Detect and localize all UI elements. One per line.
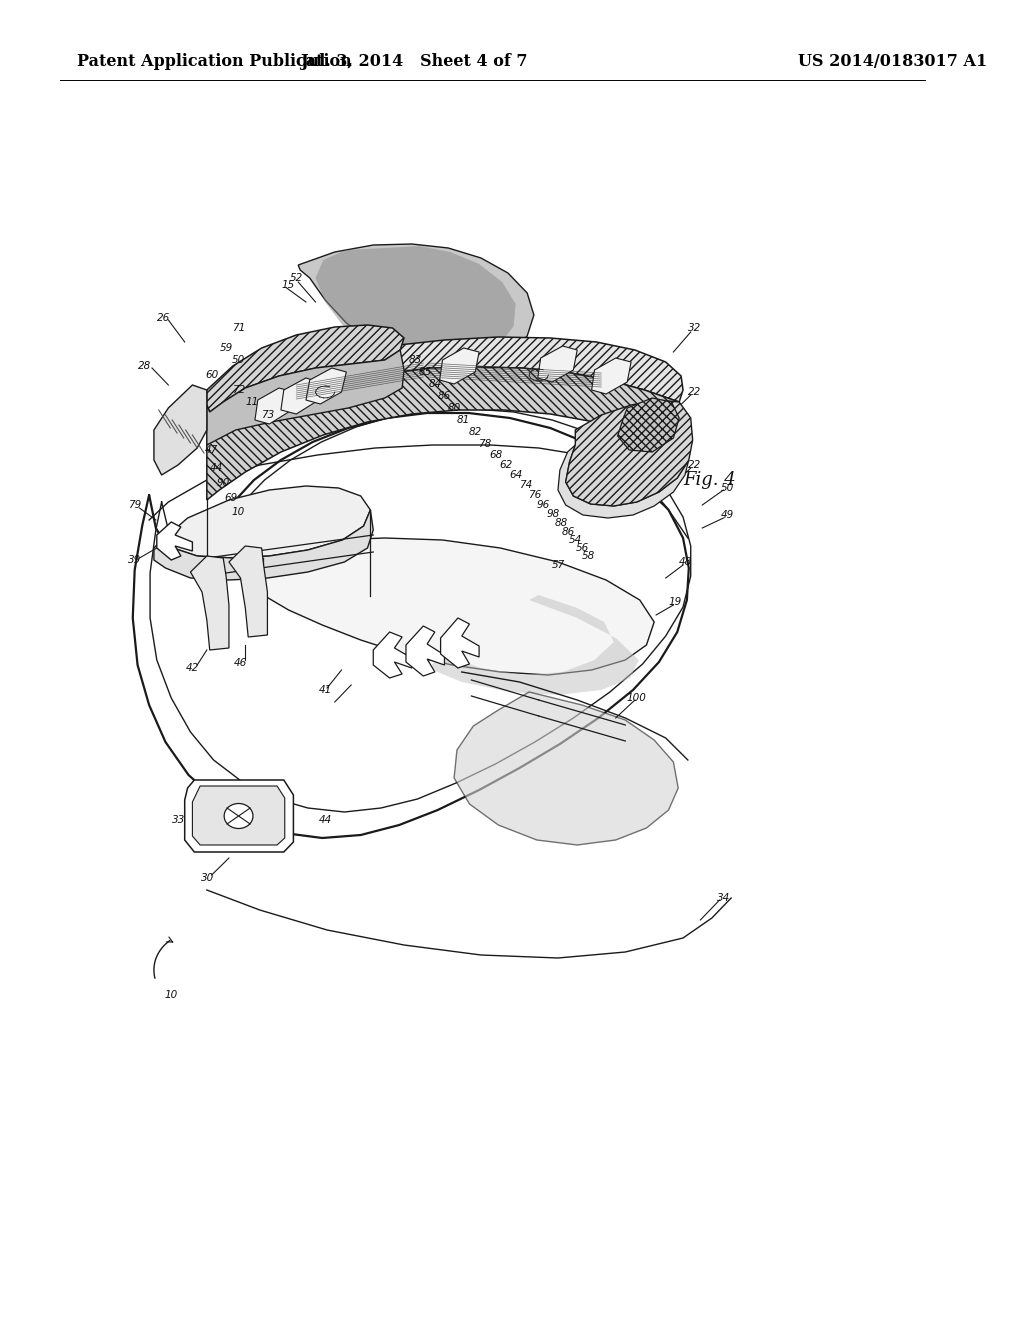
Polygon shape — [154, 385, 207, 475]
Text: 98: 98 — [547, 510, 560, 519]
Polygon shape — [255, 388, 294, 424]
Text: 86: 86 — [438, 391, 452, 401]
Text: 22: 22 — [688, 459, 701, 470]
Polygon shape — [157, 521, 193, 560]
Text: 100: 100 — [627, 693, 647, 704]
Polygon shape — [190, 556, 229, 649]
Text: 90: 90 — [216, 478, 229, 488]
Polygon shape — [154, 510, 374, 579]
Text: 49: 49 — [721, 510, 734, 520]
Polygon shape — [428, 595, 639, 696]
Polygon shape — [406, 626, 444, 676]
Text: 22: 22 — [688, 387, 701, 397]
Text: 85: 85 — [419, 367, 432, 378]
Text: 84: 84 — [428, 379, 441, 389]
Text: US 2014/0183017 A1: US 2014/0183017 A1 — [799, 54, 988, 70]
Text: 74: 74 — [518, 480, 531, 490]
Polygon shape — [207, 337, 683, 445]
Text: 57: 57 — [551, 560, 564, 570]
Text: 83: 83 — [409, 355, 422, 366]
Text: 59: 59 — [219, 343, 232, 352]
Polygon shape — [226, 539, 654, 675]
Polygon shape — [439, 348, 479, 384]
Text: 11: 11 — [246, 397, 259, 407]
Text: 33: 33 — [172, 814, 185, 825]
Text: 73: 73 — [261, 411, 274, 420]
Text: 68: 68 — [489, 450, 503, 459]
Text: 39: 39 — [128, 554, 141, 565]
Polygon shape — [207, 325, 404, 412]
Text: 82: 82 — [469, 426, 482, 437]
Text: 78: 78 — [478, 440, 492, 449]
Text: Patent Application Publication: Patent Application Publication — [77, 54, 351, 70]
Text: 19: 19 — [669, 597, 682, 607]
Text: 81: 81 — [457, 414, 470, 425]
Text: 44: 44 — [210, 463, 223, 473]
Text: 52: 52 — [290, 273, 303, 282]
Text: 58: 58 — [582, 550, 595, 561]
Polygon shape — [306, 368, 346, 404]
Text: 10: 10 — [232, 507, 245, 517]
Text: 34: 34 — [717, 894, 730, 903]
Text: 46: 46 — [233, 657, 247, 668]
Text: 28: 28 — [137, 360, 151, 371]
Text: 10: 10 — [165, 990, 178, 1001]
Polygon shape — [298, 244, 534, 366]
Text: 50: 50 — [232, 355, 245, 366]
Polygon shape — [454, 692, 678, 845]
Polygon shape — [184, 780, 294, 851]
Polygon shape — [207, 350, 404, 445]
Text: 79: 79 — [128, 500, 141, 510]
Text: 48: 48 — [678, 557, 691, 568]
Text: 76: 76 — [528, 490, 542, 500]
Polygon shape — [315, 246, 516, 364]
Polygon shape — [558, 445, 689, 517]
Text: 42: 42 — [185, 663, 199, 673]
Text: 15: 15 — [282, 280, 295, 290]
Text: 50: 50 — [721, 483, 734, 492]
Text: 80: 80 — [447, 403, 461, 413]
Ellipse shape — [224, 804, 253, 829]
Text: Fig. 4: Fig. 4 — [683, 471, 736, 488]
Text: 60: 60 — [205, 370, 218, 380]
Polygon shape — [157, 486, 371, 558]
Text: 30: 30 — [201, 873, 214, 883]
Text: 56: 56 — [575, 543, 589, 553]
Polygon shape — [617, 399, 679, 451]
Text: 88: 88 — [554, 517, 567, 528]
Polygon shape — [374, 632, 412, 678]
Text: 41: 41 — [318, 685, 332, 696]
Text: 71: 71 — [232, 323, 245, 333]
Text: 96: 96 — [537, 500, 550, 510]
Text: 26: 26 — [157, 313, 170, 323]
Text: 64: 64 — [509, 470, 522, 480]
Text: 72: 72 — [232, 385, 245, 395]
Polygon shape — [592, 358, 631, 393]
Polygon shape — [229, 546, 267, 638]
Text: 44: 44 — [318, 814, 332, 825]
Polygon shape — [281, 378, 319, 414]
Text: 32: 32 — [688, 323, 701, 333]
Polygon shape — [207, 367, 681, 500]
Text: 69: 69 — [224, 492, 238, 503]
Text: 47: 47 — [205, 445, 218, 455]
Text: Jul. 3, 2014   Sheet 4 of 7: Jul. 3, 2014 Sheet 4 of 7 — [300, 54, 527, 70]
Polygon shape — [207, 539, 558, 649]
Text: 54: 54 — [568, 535, 582, 545]
Polygon shape — [538, 346, 578, 381]
Polygon shape — [440, 618, 479, 668]
Text: 86: 86 — [562, 527, 575, 537]
Polygon shape — [193, 785, 285, 845]
Polygon shape — [565, 400, 692, 506]
Text: 62: 62 — [500, 459, 513, 470]
